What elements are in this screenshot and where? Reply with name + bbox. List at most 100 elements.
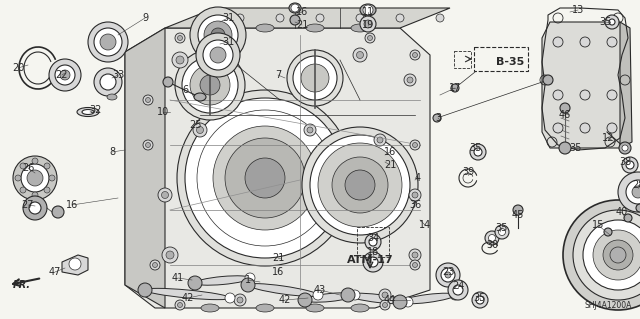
Circle shape <box>150 260 160 270</box>
Circle shape <box>27 170 43 186</box>
Circle shape <box>177 35 182 41</box>
Text: 46: 46 <box>559 110 571 120</box>
Ellipse shape <box>107 94 117 100</box>
Text: 12: 12 <box>602 133 614 143</box>
Text: 35: 35 <box>569 143 581 153</box>
Circle shape <box>580 37 590 47</box>
Circle shape <box>353 48 367 62</box>
Circle shape <box>52 206 64 218</box>
Text: 38: 38 <box>619 157 631 167</box>
Circle shape <box>176 56 184 64</box>
Circle shape <box>543 75 553 85</box>
Text: 10: 10 <box>157 107 169 117</box>
Circle shape <box>413 143 417 147</box>
Text: 16: 16 <box>272 267 284 277</box>
Circle shape <box>177 90 353 266</box>
Circle shape <box>553 90 563 100</box>
Circle shape <box>143 95 153 105</box>
Circle shape <box>177 302 182 308</box>
Text: 7: 7 <box>275 70 281 80</box>
Ellipse shape <box>306 304 324 312</box>
Circle shape <box>316 14 324 22</box>
Circle shape <box>632 186 640 198</box>
Circle shape <box>204 21 232 49</box>
Text: 16: 16 <box>66 200 78 210</box>
Polygon shape <box>62 255 88 275</box>
Circle shape <box>407 77 413 83</box>
Circle shape <box>190 65 230 105</box>
Circle shape <box>396 14 404 22</box>
Circle shape <box>203 40 233 70</box>
Circle shape <box>410 50 420 60</box>
Circle shape <box>363 252 383 272</box>
Text: 28: 28 <box>632 180 640 190</box>
Circle shape <box>44 187 50 193</box>
Circle shape <box>94 28 122 56</box>
Circle shape <box>138 283 152 297</box>
Ellipse shape <box>195 276 250 285</box>
Text: 47: 47 <box>49 267 61 277</box>
Circle shape <box>175 300 185 310</box>
Text: 41: 41 <box>172 273 184 283</box>
Circle shape <box>410 260 420 270</box>
Circle shape <box>624 214 632 222</box>
Circle shape <box>436 14 444 22</box>
Text: 26: 26 <box>22 163 34 173</box>
Text: 21: 21 <box>272 253 284 263</box>
Ellipse shape <box>351 304 369 312</box>
Circle shape <box>472 292 488 308</box>
Circle shape <box>69 258 81 270</box>
Ellipse shape <box>289 3 301 13</box>
Circle shape <box>356 51 364 58</box>
Circle shape <box>32 192 38 198</box>
Circle shape <box>245 158 285 198</box>
Text: 16: 16 <box>384 147 396 157</box>
Circle shape <box>445 272 451 278</box>
Circle shape <box>626 180 640 204</box>
Circle shape <box>495 225 509 239</box>
Circle shape <box>474 148 482 156</box>
Circle shape <box>563 200 640 310</box>
Circle shape <box>559 142 571 154</box>
Circle shape <box>610 247 626 263</box>
Text: 15: 15 <box>592 220 604 230</box>
Text: 19: 19 <box>362 20 374 30</box>
Circle shape <box>318 143 402 227</box>
Text: 6: 6 <box>182 85 188 95</box>
Circle shape <box>499 228 506 235</box>
Text: 21: 21 <box>296 20 308 30</box>
Circle shape <box>350 290 360 300</box>
Circle shape <box>365 33 375 43</box>
Circle shape <box>364 20 372 28</box>
Circle shape <box>44 163 50 169</box>
Circle shape <box>363 5 373 15</box>
Circle shape <box>293 56 337 100</box>
Circle shape <box>382 292 388 298</box>
Text: 35: 35 <box>469 143 481 153</box>
Polygon shape <box>125 28 165 308</box>
Circle shape <box>412 252 418 258</box>
Text: 45: 45 <box>512 210 524 220</box>
Circle shape <box>211 28 225 42</box>
Circle shape <box>436 263 460 287</box>
Text: 17: 17 <box>449 83 461 93</box>
Text: ATM-17: ATM-17 <box>347 255 394 265</box>
Circle shape <box>210 47 226 63</box>
Text: 11: 11 <box>362 7 374 17</box>
Text: 27: 27 <box>22 200 35 210</box>
Circle shape <box>604 228 612 236</box>
Circle shape <box>175 33 185 43</box>
Circle shape <box>413 263 417 268</box>
Text: 1: 1 <box>245 275 251 285</box>
Ellipse shape <box>256 304 274 312</box>
Circle shape <box>161 191 168 198</box>
Ellipse shape <box>348 293 408 304</box>
Circle shape <box>152 263 157 268</box>
Circle shape <box>369 238 377 246</box>
Ellipse shape <box>248 284 318 296</box>
Circle shape <box>618 172 640 212</box>
Circle shape <box>234 294 246 306</box>
Circle shape <box>365 234 381 250</box>
Circle shape <box>225 138 305 218</box>
Text: 21: 21 <box>384 160 396 170</box>
